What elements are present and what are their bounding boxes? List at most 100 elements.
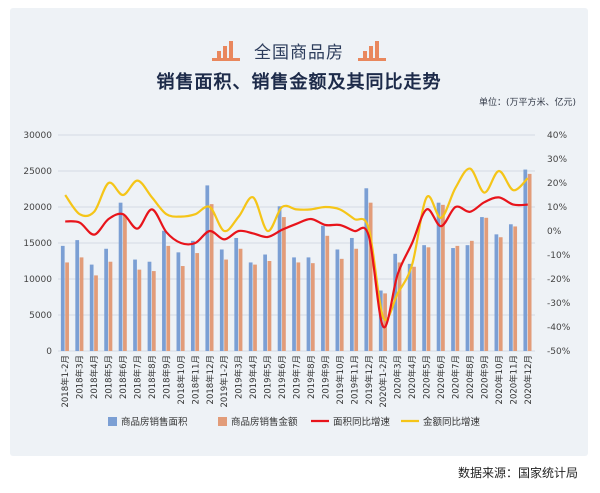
area-bar xyxy=(205,185,210,351)
area-bar xyxy=(480,217,484,351)
x-tick-label: 2020年11月 xyxy=(508,355,519,404)
x-tick-label: 2019年1-2月 xyxy=(219,355,230,408)
area-bar xyxy=(465,245,470,351)
amount-bar xyxy=(397,262,402,351)
left-tick-label: 25000 xyxy=(23,167,52,177)
right-tick-label: -20% xyxy=(547,275,571,285)
x-tick-label: 2020年5月 xyxy=(422,355,433,399)
amount-bar xyxy=(94,275,98,351)
area-bar xyxy=(364,188,369,351)
x-tick-label: 2019年10月 xyxy=(335,355,346,404)
right-tick-label: 0% xyxy=(547,227,562,237)
amount-bar xyxy=(469,240,474,351)
area-bar xyxy=(335,249,340,351)
right-tick-label: -10% xyxy=(547,251,571,261)
amount-bar xyxy=(79,257,84,351)
amount-bar xyxy=(253,264,257,351)
combo-chart: 0 5000 10000 15000 20000 25000 30000 40% 30% 20% 1… xyxy=(23,131,571,428)
amount-bar xyxy=(123,215,127,351)
left-tick-label: 20000 xyxy=(23,203,52,213)
amount-bar xyxy=(368,202,373,351)
area-bar xyxy=(494,234,499,351)
amount-bar xyxy=(238,248,243,351)
x-tick-label: 2020年3月 xyxy=(393,355,404,399)
right-tick-label: 30% xyxy=(547,155,567,165)
right-tick-label: 40% xyxy=(547,131,567,141)
area-bar xyxy=(508,224,513,351)
x-tick-label: 2019年12月 xyxy=(364,355,375,404)
amount-bar xyxy=(383,293,387,351)
area-bar xyxy=(422,245,426,351)
amount-bar xyxy=(65,262,69,351)
x-tick-label: 2018年1-2月 xyxy=(60,355,71,408)
left-tick-label: 15000 xyxy=(23,239,52,249)
x-tick-label: 2020年1-2月 xyxy=(378,355,389,408)
x-tick-label: 2019年6月 xyxy=(277,355,288,399)
left-tick-label: 30000 xyxy=(23,131,52,141)
x-tick-label: 2020年12月 xyxy=(523,355,534,404)
amount-bar xyxy=(108,261,113,351)
x-tick-label: 2018年11月 xyxy=(190,355,201,404)
x-tick-label: 2018年8月 xyxy=(147,355,158,399)
area-bar xyxy=(306,257,311,351)
area-bar xyxy=(176,252,181,351)
x-tick-label: 2018年12月 xyxy=(205,355,216,404)
amount-bar xyxy=(180,266,185,351)
x-tick-label: 2020年6月 xyxy=(436,355,447,399)
x-tick-label: 2020年8月 xyxy=(465,355,476,399)
amount-bar xyxy=(296,262,301,351)
amount-bar xyxy=(339,258,344,351)
title-row: 全国商品房 xyxy=(10,38,588,63)
x-tick-label: 2018年7月 xyxy=(133,355,144,399)
x-tick-label: 2020年7月 xyxy=(451,355,462,399)
amount-bar xyxy=(325,235,330,351)
amount-bar xyxy=(455,245,460,351)
legend-label: 商品房销售金额 xyxy=(231,416,298,428)
x-tick-label: 2020年9月 xyxy=(479,355,490,399)
amount-bar xyxy=(426,247,431,351)
unit-label: 单位：(万平方米、亿元) xyxy=(478,98,576,108)
amount-bar xyxy=(354,248,359,351)
amount-bar xyxy=(441,204,445,351)
chart-title: 全国商品房 xyxy=(254,42,344,63)
area-bar xyxy=(277,206,282,351)
chart-header: 全国商品房 销售面积、销售金额及其同比走势 xyxy=(10,8,588,93)
chart-card: 全国商品房 销售面积、销售金额及其同比走势 单位：(万平方米、亿元) 0 5000… xyxy=(10,8,588,456)
right-tick-label: 20% xyxy=(547,179,567,189)
area-bar xyxy=(147,261,152,351)
area-bar xyxy=(234,237,239,351)
x-tick-label: 2020年4月 xyxy=(407,355,418,399)
amount-bar xyxy=(412,266,416,351)
area-bar xyxy=(451,248,455,351)
area-bar xyxy=(75,240,80,351)
area-bar xyxy=(263,254,267,351)
x-tick-label: 2019年9月 xyxy=(320,355,331,399)
chart-subtitle: 销售面积、销售金额及其同比走势 xyxy=(156,72,442,93)
bar-chart-icon xyxy=(358,41,386,61)
left-tick-label: 0 xyxy=(46,347,52,357)
amount-bar xyxy=(166,245,171,351)
amount-growth-line xyxy=(64,167,529,321)
amount-bar xyxy=(498,237,503,351)
x-tick-label: 2019年8月 xyxy=(306,355,317,399)
amount-bar xyxy=(137,269,142,351)
legend-label: 面积同比增速 xyxy=(333,416,391,428)
area-bar xyxy=(89,264,94,351)
area-bar xyxy=(118,202,123,351)
x-tick-label: 2019年11月 xyxy=(349,355,360,404)
x-tick-label: 2018年4月 xyxy=(89,355,100,399)
x-tick-label: 2018年9月 xyxy=(161,355,172,399)
left-tick-label: 10000 xyxy=(23,275,52,285)
x-tick-label: 2019年7月 xyxy=(292,355,303,399)
x-tick-label: 2019年4月 xyxy=(248,355,259,399)
area-bar xyxy=(248,262,253,351)
right-tick-label: -30% xyxy=(547,299,571,309)
bar-chart-icon xyxy=(212,41,240,61)
amount-bar xyxy=(527,173,532,351)
x-tick-label: 2020年10月 xyxy=(494,355,505,404)
left-tick-label: 5000 xyxy=(29,311,52,321)
amount-bar xyxy=(267,261,272,351)
area-bar xyxy=(60,245,65,351)
amount-bar xyxy=(282,217,286,351)
x-tick-label: 2018年3月 xyxy=(75,355,86,399)
